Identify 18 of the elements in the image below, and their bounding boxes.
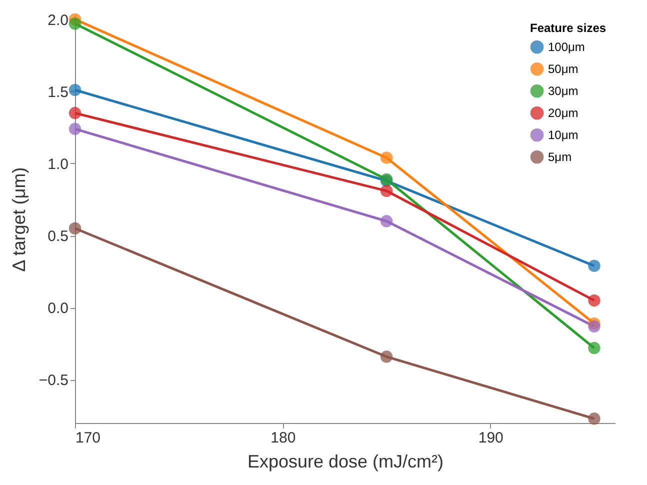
x-tick-label: 180 — [270, 430, 296, 446]
legend-label: 50μm — [548, 62, 578, 76]
legend-title: Feature sizes — [530, 21, 606, 35]
x-axis-title: Exposure dose (mJ/cm²) — [247, 452, 444, 472]
y-axis-title: Δ target (μm) — [8, 167, 29, 272]
x-tick-label: 170 — [76, 430, 101, 446]
y-tick-label: 1.5 — [48, 84, 68, 101]
legend-label: 100μm — [548, 40, 585, 54]
y-tick-label: −0.5 — [38, 372, 68, 390]
x-tick-label: 190 — [478, 430, 504, 446]
y-tick-label: 0.5 — [48, 228, 68, 246]
y-tick-label: 0.0 — [48, 300, 68, 318]
legend-label: 10μm — [548, 128, 578, 142]
legend-label: 20μm — [548, 106, 578, 120]
y-tick-label: 1.0 — [48, 156, 68, 173]
legend-label: 5μm — [548, 150, 572, 164]
legend-label: 30μm — [548, 84, 578, 98]
y-tick-label: 2.0 — [48, 12, 68, 29]
